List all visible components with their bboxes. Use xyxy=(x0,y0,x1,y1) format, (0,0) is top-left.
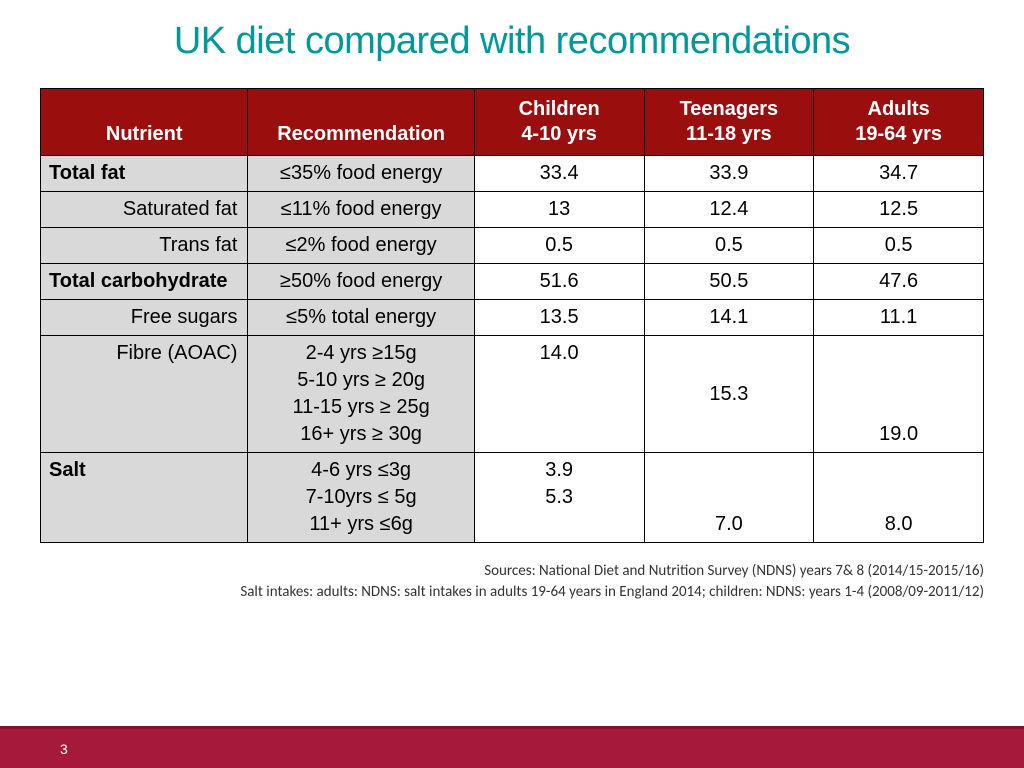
value-cell: 12.5 xyxy=(814,192,984,228)
value-cell: 47.6 xyxy=(814,264,984,300)
value-cell: 13.5 xyxy=(474,300,644,336)
nutrient-cell: Saturated fat xyxy=(41,192,248,228)
value-cell: 3.9 5.3 xyxy=(474,453,644,543)
value-cell: 33.9 xyxy=(644,156,814,192)
source-line-1: Sources: National Diet and Nutrition Sur… xyxy=(40,561,984,582)
value-cell: 14.1 xyxy=(644,300,814,336)
value-cell: 0.5 xyxy=(474,228,644,264)
nutrient-cell: Trans fat xyxy=(41,228,248,264)
nutrient-cell: Total carbohydrate xyxy=(41,264,248,300)
col-nutrient: Nutrient xyxy=(41,89,248,156)
value-cell: 34.7 xyxy=(814,156,984,192)
value-cell: 8.0 xyxy=(814,453,984,543)
recommendation-cell: ≤35% food energy xyxy=(248,156,474,192)
source-line-2: Salt intakes: adults: NDNS: salt intakes… xyxy=(40,582,984,603)
recommendation-cell: 2-4 yrs ≥15g 5-10 yrs ≥ 20g 11-15 yrs ≥ … xyxy=(248,336,474,453)
recommendation-cell: ≥50% food energy xyxy=(248,264,474,300)
table-container: Nutrient Recommendation Children4-10 yrs… xyxy=(0,88,1024,543)
value-cell: 33.4 xyxy=(474,156,644,192)
col-children: Children4-10 yrs xyxy=(474,89,644,156)
table-row: Salt4-6 yrs ≤3g 7-10yrs ≤ 5g 11+ yrs ≤6g… xyxy=(41,453,984,543)
diet-table: Nutrient Recommendation Children4-10 yrs… xyxy=(40,88,984,543)
col-teenagers: Teenagers11-18 yrs xyxy=(644,89,814,156)
value-cell: 51.6 xyxy=(474,264,644,300)
table-row: Total carbohydrate≥50% food energy51.650… xyxy=(41,264,984,300)
table-row: Fibre (AOAC)2-4 yrs ≥15g 5-10 yrs ≥ 20g … xyxy=(41,336,984,453)
table-row: Trans fat≤2% food energy0.50.50.5 xyxy=(41,228,984,264)
value-cell: 12.4 xyxy=(644,192,814,228)
page-number: 3 xyxy=(60,741,68,757)
value-cell: 0.5 xyxy=(644,228,814,264)
header-row: Nutrient Recommendation Children4-10 yrs… xyxy=(41,89,984,156)
recommendation-cell: 4-6 yrs ≤3g 7-10yrs ≤ 5g 11+ yrs ≤6g xyxy=(248,453,474,543)
value-cell: 15.3 xyxy=(644,336,814,453)
page-title: UK diet compared with recommendations xyxy=(0,0,1024,88)
value-cell: 7.0 xyxy=(644,453,814,543)
value-cell: 19.0 xyxy=(814,336,984,453)
footer-bar: 3 xyxy=(0,726,1024,768)
col-adults: Adults19-64 yrs xyxy=(814,89,984,156)
value-cell: 50.5 xyxy=(644,264,814,300)
nutrient-cell: Total fat xyxy=(41,156,248,192)
value-cell: 0.5 xyxy=(814,228,984,264)
table-row: Free sugars≤5% total energy13.514.111.1 xyxy=(41,300,984,336)
nutrient-cell: Salt xyxy=(41,453,248,543)
recommendation-cell: ≤2% food energy xyxy=(248,228,474,264)
nutrient-cell: Free sugars xyxy=(41,300,248,336)
nutrient-cell: Fibre (AOAC) xyxy=(41,336,248,453)
value-cell: 13 xyxy=(474,192,644,228)
col-recommendation: Recommendation xyxy=(248,89,474,156)
recommendation-cell: ≤5% total energy xyxy=(248,300,474,336)
value-cell: 11.1 xyxy=(814,300,984,336)
table-row: Saturated fat≤11% food energy1312.412.5 xyxy=(41,192,984,228)
sources-block: Sources: National Diet and Nutrition Sur… xyxy=(0,543,1024,603)
table-row: Total fat≤35% food energy33.433.934.7 xyxy=(41,156,984,192)
value-cell: 14.0 xyxy=(474,336,644,453)
recommendation-cell: ≤11% food energy xyxy=(248,192,474,228)
